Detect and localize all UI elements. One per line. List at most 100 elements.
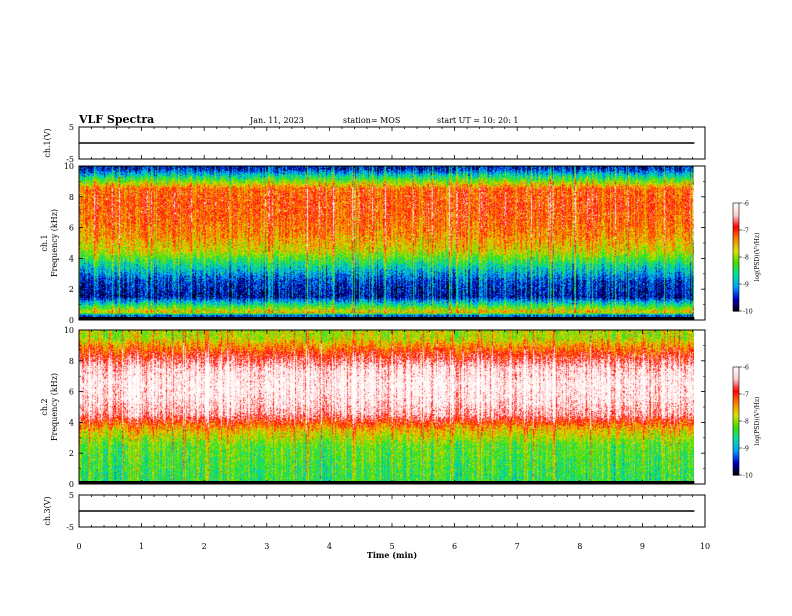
- colorbar-swatch: [733, 417, 739, 420]
- ch2-spectrogram-ytick-label: 8: [69, 357, 74, 366]
- colorbar-swatch: [733, 473, 739, 476]
- xtick-label: 7: [515, 542, 520, 551]
- colorbar-swatch: [733, 442, 739, 445]
- colorbar-swatch: [733, 284, 739, 287]
- spectrogram-baseline-ch1: [79, 317, 695, 320]
- colorbar-swatch: [733, 403, 739, 406]
- ch1-spectrogram-ytick-label: 8: [69, 193, 74, 202]
- colorbar-swatch: [733, 464, 739, 467]
- colorbar-swatch: [733, 469, 739, 472]
- colorbar-swatch: [733, 368, 739, 372]
- colorbar-swatch: [733, 276, 739, 280]
- colorbar-swatch: [733, 294, 739, 298]
- colorbar-swatch: [733, 367, 739, 370]
- colorbar-swatch: [733, 303, 739, 307]
- colorbar-swatch: [733, 287, 739, 290]
- ch1-spectrogram-ytick-label: 2: [69, 285, 74, 294]
- ch2-spectrogram-ytick-label: 6: [69, 388, 74, 397]
- colorbar-swatch: [733, 392, 739, 395]
- colorbar-swatch: [733, 406, 739, 409]
- colorbar-swatch: [733, 230, 739, 233]
- colorbar-swatch: [733, 208, 739, 211]
- colorbar-swatch: [733, 249, 739, 253]
- ch1-voltage-ylabel: ch.1(V): [43, 128, 52, 157]
- colorbar-swatch: [733, 222, 739, 226]
- xtick-label: 2: [202, 542, 207, 551]
- colorbar-swatch: [733, 412, 739, 415]
- colorbar-swatch: [733, 430, 739, 433]
- colorbar-swatch: [733, 446, 739, 449]
- ch2-spectrogram-ytick-label: 10: [64, 326, 74, 335]
- colorbars: -6 -7 -8 -9 -10 log(PSD)(V²/Hz) -6 -7 -8 -9 -10 log…: [732, 201, 761, 480]
- colorbar-swatch: [733, 215, 739, 218]
- colorbar-tick-label: -9: [743, 446, 749, 453]
- colorbar-swatch: [733, 296, 739, 299]
- colorbar-swatch: [733, 273, 739, 276]
- colorbar-swatch: [733, 386, 739, 390]
- ch1-spectrogram-ylabel-line2: Frequency (kHz): [50, 209, 59, 277]
- colorbar-swatch: [733, 390, 739, 393]
- colorbar-swatch: [733, 266, 739, 269]
- colorbar-swatch: [733, 404, 739, 408]
- colorbar-swatch: [733, 449, 739, 453]
- colorbar-swatch: [733, 399, 739, 402]
- colorbar-tick-label: -8: [743, 419, 749, 426]
- spectrogram-image-ch1: [79, 166, 694, 320]
- xtick-label: 5: [389, 542, 394, 551]
- colorbar-swatch: [733, 374, 739, 377]
- colorbar-swatch: [733, 383, 739, 386]
- colorbar-tick-label: -6: [743, 201, 749, 208]
- colorbar-swatch: [733, 212, 739, 215]
- colorbar-tick-label: -7: [743, 392, 749, 399]
- colorbar-swatch: [733, 372, 739, 375]
- colorbar-swatch: [733, 424, 739, 427]
- colorbar-swatch: [733, 431, 739, 435]
- colorbar-swatch: [733, 262, 739, 265]
- colorbar-swatch: [733, 233, 739, 236]
- ch1-spectrogram-ytick-label: 6: [69, 224, 74, 233]
- colorbar-swatch: [733, 267, 739, 271]
- colorbar-swatch: [733, 228, 739, 231]
- colorbar-swatch: [733, 246, 739, 249]
- colorbar-swatch: [733, 239, 739, 242]
- ch1-voltage-ytick-label: 5: [69, 123, 74, 132]
- colorbar-swatch: [733, 237, 739, 240]
- colorbar-swatch: [733, 248, 739, 251]
- spectrogram-baseline-ch2: [79, 481, 695, 484]
- ch1-spectrogram-ylabel-line1: ch.1: [40, 234, 49, 251]
- colorbar-swatch: [733, 421, 739, 424]
- colorbar-swatch: [733, 408, 739, 411]
- colorbar-swatch: [733, 419, 739, 422]
- colorbar-swatch: [733, 213, 739, 217]
- colorbar-swatch: [733, 260, 739, 263]
- colorbar-swatch: [733, 255, 739, 258]
- colorbar-swatch: [733, 462, 739, 465]
- colorbar-swatch: [733, 376, 739, 379]
- xtick-label: 6: [452, 542, 457, 551]
- colorbar-swatch: [733, 300, 739, 303]
- ch3-voltage-ylabel: ch.3(V): [43, 496, 52, 525]
- colorbar-swatch: [733, 278, 739, 281]
- xtick-label: 4: [327, 542, 332, 551]
- colorbar-swatch: [733, 244, 739, 247]
- colorbar-swatch: [733, 466, 739, 469]
- colorbar-swatch: [733, 428, 739, 431]
- figure-header: VLF Spectra Jan. 11, 2023 station= MOS s…: [78, 113, 518, 126]
- colorbar-swatch: [733, 444, 739, 447]
- colorbar-swatch: [733, 269, 739, 272]
- colorbar-swatch: [733, 453, 739, 456]
- colorbar-swatch: [733, 203, 739, 206]
- colorbar-swatch: [733, 458, 739, 462]
- colorbar-swatch: [733, 379, 739, 382]
- colorbar-swatch: [733, 439, 739, 442]
- ch1-spectrogram-ytick-label: 10: [64, 162, 74, 171]
- colorbar-swatch: [733, 401, 739, 404]
- colorbar-swatch: [733, 305, 739, 308]
- colorbar-swatch: [733, 302, 739, 305]
- colorbar-tick-label: -9: [743, 282, 749, 289]
- spectrogram-images: [79, 142, 695, 512]
- colorbar-swatch: [733, 210, 739, 213]
